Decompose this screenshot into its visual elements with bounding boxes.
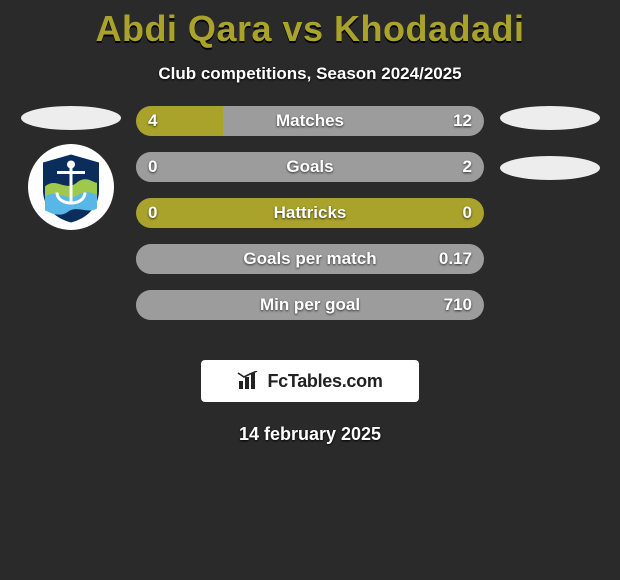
stat-value-right: 2 xyxy=(463,152,472,182)
stat-row: Matches4 12 xyxy=(136,106,484,136)
stat-value-right: 0.17 xyxy=(439,244,472,274)
stat-label: Goals per match xyxy=(136,244,484,274)
brand-box[interactable]: FcTables.com xyxy=(201,360,419,402)
stat-label: Goals xyxy=(136,152,484,182)
stat-value-left: 0 xyxy=(148,198,157,228)
stat-label: Hattricks xyxy=(136,198,484,228)
stat-value-right: 0 xyxy=(463,198,472,228)
stat-row: Min per goal710 xyxy=(136,290,484,320)
player-right-placeholder-oval-2 xyxy=(500,156,600,180)
comparison-card: Abdi Qara vs Khodadadi Club competitions… xyxy=(0,0,620,580)
player-right-placeholder-oval-1 xyxy=(500,106,600,130)
brand-label: FcTables.com xyxy=(267,371,382,392)
stat-row: Goals0 2 xyxy=(136,152,484,182)
stat-value-right: 710 xyxy=(444,290,472,320)
stat-label: Min per goal xyxy=(136,290,484,320)
stat-row: Goals per match0.17 xyxy=(136,244,484,274)
stat-row: Hattricks0 0 xyxy=(136,198,484,228)
stat-label: Matches xyxy=(136,106,484,136)
bar-chart-icon xyxy=(237,371,261,391)
page-title: Abdi Qara vs Khodadadi xyxy=(0,0,620,50)
club-shield-icon xyxy=(39,152,103,224)
stat-value-left: 4 xyxy=(148,106,157,136)
stat-bars: Matches412Goals02Hattricks00Goals per ma… xyxy=(136,106,484,336)
stat-value-left: 0 xyxy=(148,152,157,182)
player-left-placeholder-oval xyxy=(21,106,121,130)
subtitle: Club competitions, Season 2024/2025 xyxy=(0,64,620,84)
date-text: 14 february 2025 xyxy=(0,424,620,445)
content-area: Matches412Goals02Hattricks00Goals per ma… xyxy=(0,106,620,356)
player-left-club-badge xyxy=(28,144,114,230)
stat-value-right: 12 xyxy=(453,106,472,136)
player-left-column xyxy=(18,106,123,230)
player-right-column xyxy=(497,106,602,192)
